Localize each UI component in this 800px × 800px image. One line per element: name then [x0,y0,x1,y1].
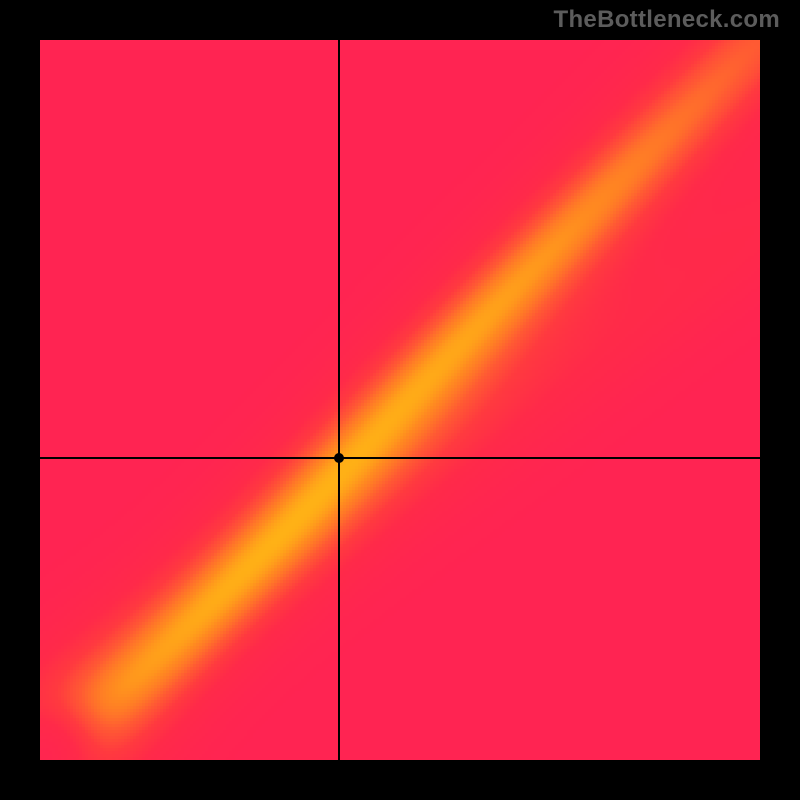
watermark-text: TheBottleneck.com [554,6,780,34]
crosshair-vertical [338,40,340,760]
heatmap-plot [40,40,760,760]
heatmap-canvas [40,40,760,760]
chart-stage: TheBottleneck.com [0,0,800,800]
marker-dot [334,453,344,463]
crosshair-horizontal [40,457,760,459]
